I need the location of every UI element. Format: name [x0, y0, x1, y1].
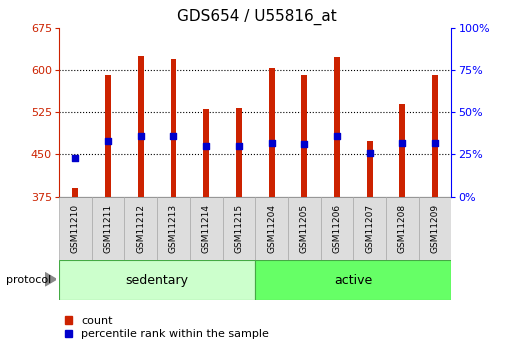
- FancyBboxPatch shape: [321, 197, 353, 260]
- Point: [71, 155, 80, 160]
- FancyBboxPatch shape: [157, 197, 190, 260]
- Point: [366, 150, 374, 156]
- Text: GSM11211: GSM11211: [104, 204, 112, 253]
- Text: GSM11210: GSM11210: [71, 204, 80, 253]
- Bar: [432, 76, 438, 197]
- FancyBboxPatch shape: [419, 197, 451, 260]
- Bar: [400, 104, 405, 197]
- Bar: [203, 109, 209, 197]
- Bar: [301, 76, 307, 197]
- FancyBboxPatch shape: [124, 197, 157, 260]
- Bar: [170, 59, 176, 197]
- Text: GSM11213: GSM11213: [169, 204, 178, 253]
- Point: [104, 138, 112, 144]
- Text: GSM11215: GSM11215: [234, 204, 243, 253]
- Point: [202, 143, 210, 149]
- Text: GSM11206: GSM11206: [332, 204, 342, 253]
- FancyBboxPatch shape: [59, 260, 255, 300]
- FancyBboxPatch shape: [386, 197, 419, 260]
- Point: [333, 133, 341, 139]
- FancyBboxPatch shape: [353, 197, 386, 260]
- Text: protocol: protocol: [6, 275, 51, 285]
- Point: [431, 140, 439, 145]
- Text: GSM11214: GSM11214: [202, 204, 211, 253]
- Text: active: active: [334, 274, 372, 287]
- FancyBboxPatch shape: [288, 197, 321, 260]
- FancyBboxPatch shape: [255, 197, 288, 260]
- Polygon shape: [45, 273, 56, 286]
- FancyBboxPatch shape: [255, 260, 451, 300]
- Text: GSM11205: GSM11205: [300, 204, 309, 253]
- Point: [267, 140, 275, 145]
- Bar: [236, 108, 242, 197]
- Text: GSM11207: GSM11207: [365, 204, 374, 253]
- FancyBboxPatch shape: [92, 197, 124, 260]
- Point: [398, 140, 406, 145]
- Text: GDS654 / U55816_at: GDS654 / U55816_at: [176, 9, 337, 25]
- Bar: [105, 76, 111, 197]
- Text: GSM11212: GSM11212: [136, 204, 145, 253]
- FancyBboxPatch shape: [190, 197, 223, 260]
- FancyBboxPatch shape: [223, 197, 255, 260]
- Point: [169, 133, 177, 139]
- Text: GSM11204: GSM11204: [267, 204, 276, 253]
- Legend: count, percentile rank within the sample: count, percentile rank within the sample: [65, 316, 269, 339]
- Bar: [72, 188, 78, 197]
- Point: [235, 143, 243, 149]
- Text: sedentary: sedentary: [126, 274, 189, 287]
- Bar: [138, 56, 144, 197]
- FancyBboxPatch shape: [59, 197, 92, 260]
- Point: [300, 141, 308, 147]
- Bar: [269, 68, 274, 197]
- Point: [136, 133, 145, 139]
- Bar: [334, 57, 340, 197]
- Text: GSM11209: GSM11209: [430, 204, 440, 253]
- Text: GSM11208: GSM11208: [398, 204, 407, 253]
- Bar: [367, 141, 372, 197]
